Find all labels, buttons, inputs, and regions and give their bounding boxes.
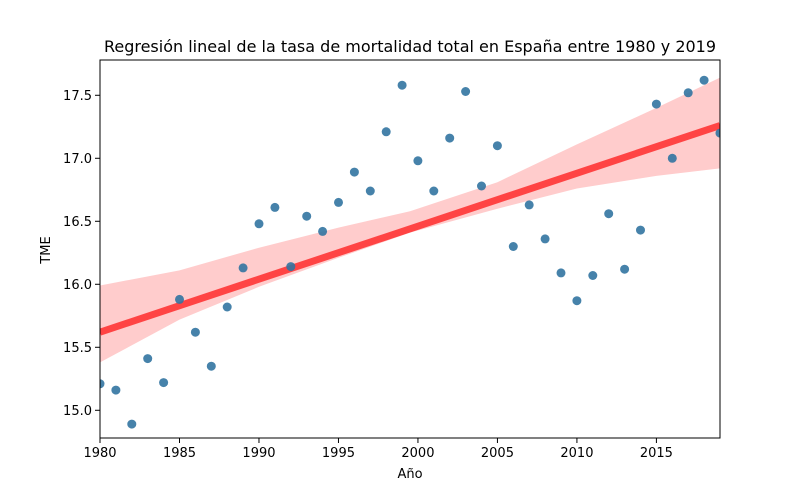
data-point	[588, 271, 598, 280]
axes-frame	[99, 59, 721, 439]
data-point	[238, 263, 248, 273]
data-point	[540, 234, 550, 244]
data-point	[429, 186, 439, 196]
data-point	[699, 75, 709, 85]
data-point	[286, 262, 296, 272]
confidence-band	[100, 77, 720, 363]
data-point	[636, 225, 645, 235]
y-tick-label: 15.5	[63, 341, 92, 356]
data-point	[318, 226, 328, 236]
x-tick-label: 1990	[242, 446, 275, 461]
x-tick-label: 2005	[481, 446, 514, 461]
data-point	[461, 87, 471, 96]
data-point	[302, 211, 312, 221]
data-point	[334, 197, 343, 207]
data-point	[190, 327, 200, 337]
x-tick-label: 1995	[322, 446, 355, 461]
x-tick-label: 1985	[163, 446, 196, 461]
data-point	[667, 153, 677, 163]
data-point	[397, 80, 407, 90]
data-point	[508, 242, 518, 251]
data-point	[254, 219, 264, 229]
data-point	[381, 127, 391, 137]
regression-line	[100, 122, 720, 336]
data-point	[365, 186, 375, 196]
data-point	[222, 302, 232, 312]
y-tick-label: 17.0	[63, 152, 92, 167]
data-point	[100, 379, 105, 389]
data-point	[143, 354, 153, 364]
data-point	[651, 99, 661, 109]
data-point	[572, 296, 582, 306]
data-point	[715, 128, 720, 138]
data-point	[127, 419, 137, 429]
data-point	[604, 209, 614, 219]
x-tick-label: 2010	[560, 446, 593, 461]
data-point	[524, 200, 534, 210]
data-point	[445, 133, 455, 143]
y-axis-label: TME	[39, 236, 54, 264]
data-point	[349, 167, 359, 177]
x-tick-label: 2015	[640, 446, 673, 461]
data-point	[477, 181, 486, 191]
plot-area: 1980 1985 1990 1995 2000 2005 2010 2015 15.0 15.5…	[63, 59, 721, 461]
data-point	[159, 378, 169, 388]
x-tick-label: 2000	[401, 446, 434, 461]
data-point	[111, 385, 121, 395]
y-tick-label: 15.0	[63, 404, 92, 419]
x-tick-label: 1980	[83, 446, 116, 461]
data-point	[413, 156, 423, 166]
data-point	[556, 268, 566, 278]
plot-inner	[100, 75, 720, 429]
data-point	[270, 202, 280, 212]
y-tick-label: 17.5	[63, 89, 92, 104]
chart-title: Regresión lineal de la tasa de mortalida…	[104, 37, 716, 56]
data-point	[683, 88, 693, 98]
data-point	[492, 141, 502, 151]
y-tick-label: 16.5	[63, 215, 92, 230]
y-tick-label: 16.0	[63, 278, 92, 293]
data-point	[206, 361, 216, 371]
data-point	[620, 264, 630, 274]
x-axis-label: Año	[397, 467, 422, 482]
data-point	[175, 294, 184, 304]
